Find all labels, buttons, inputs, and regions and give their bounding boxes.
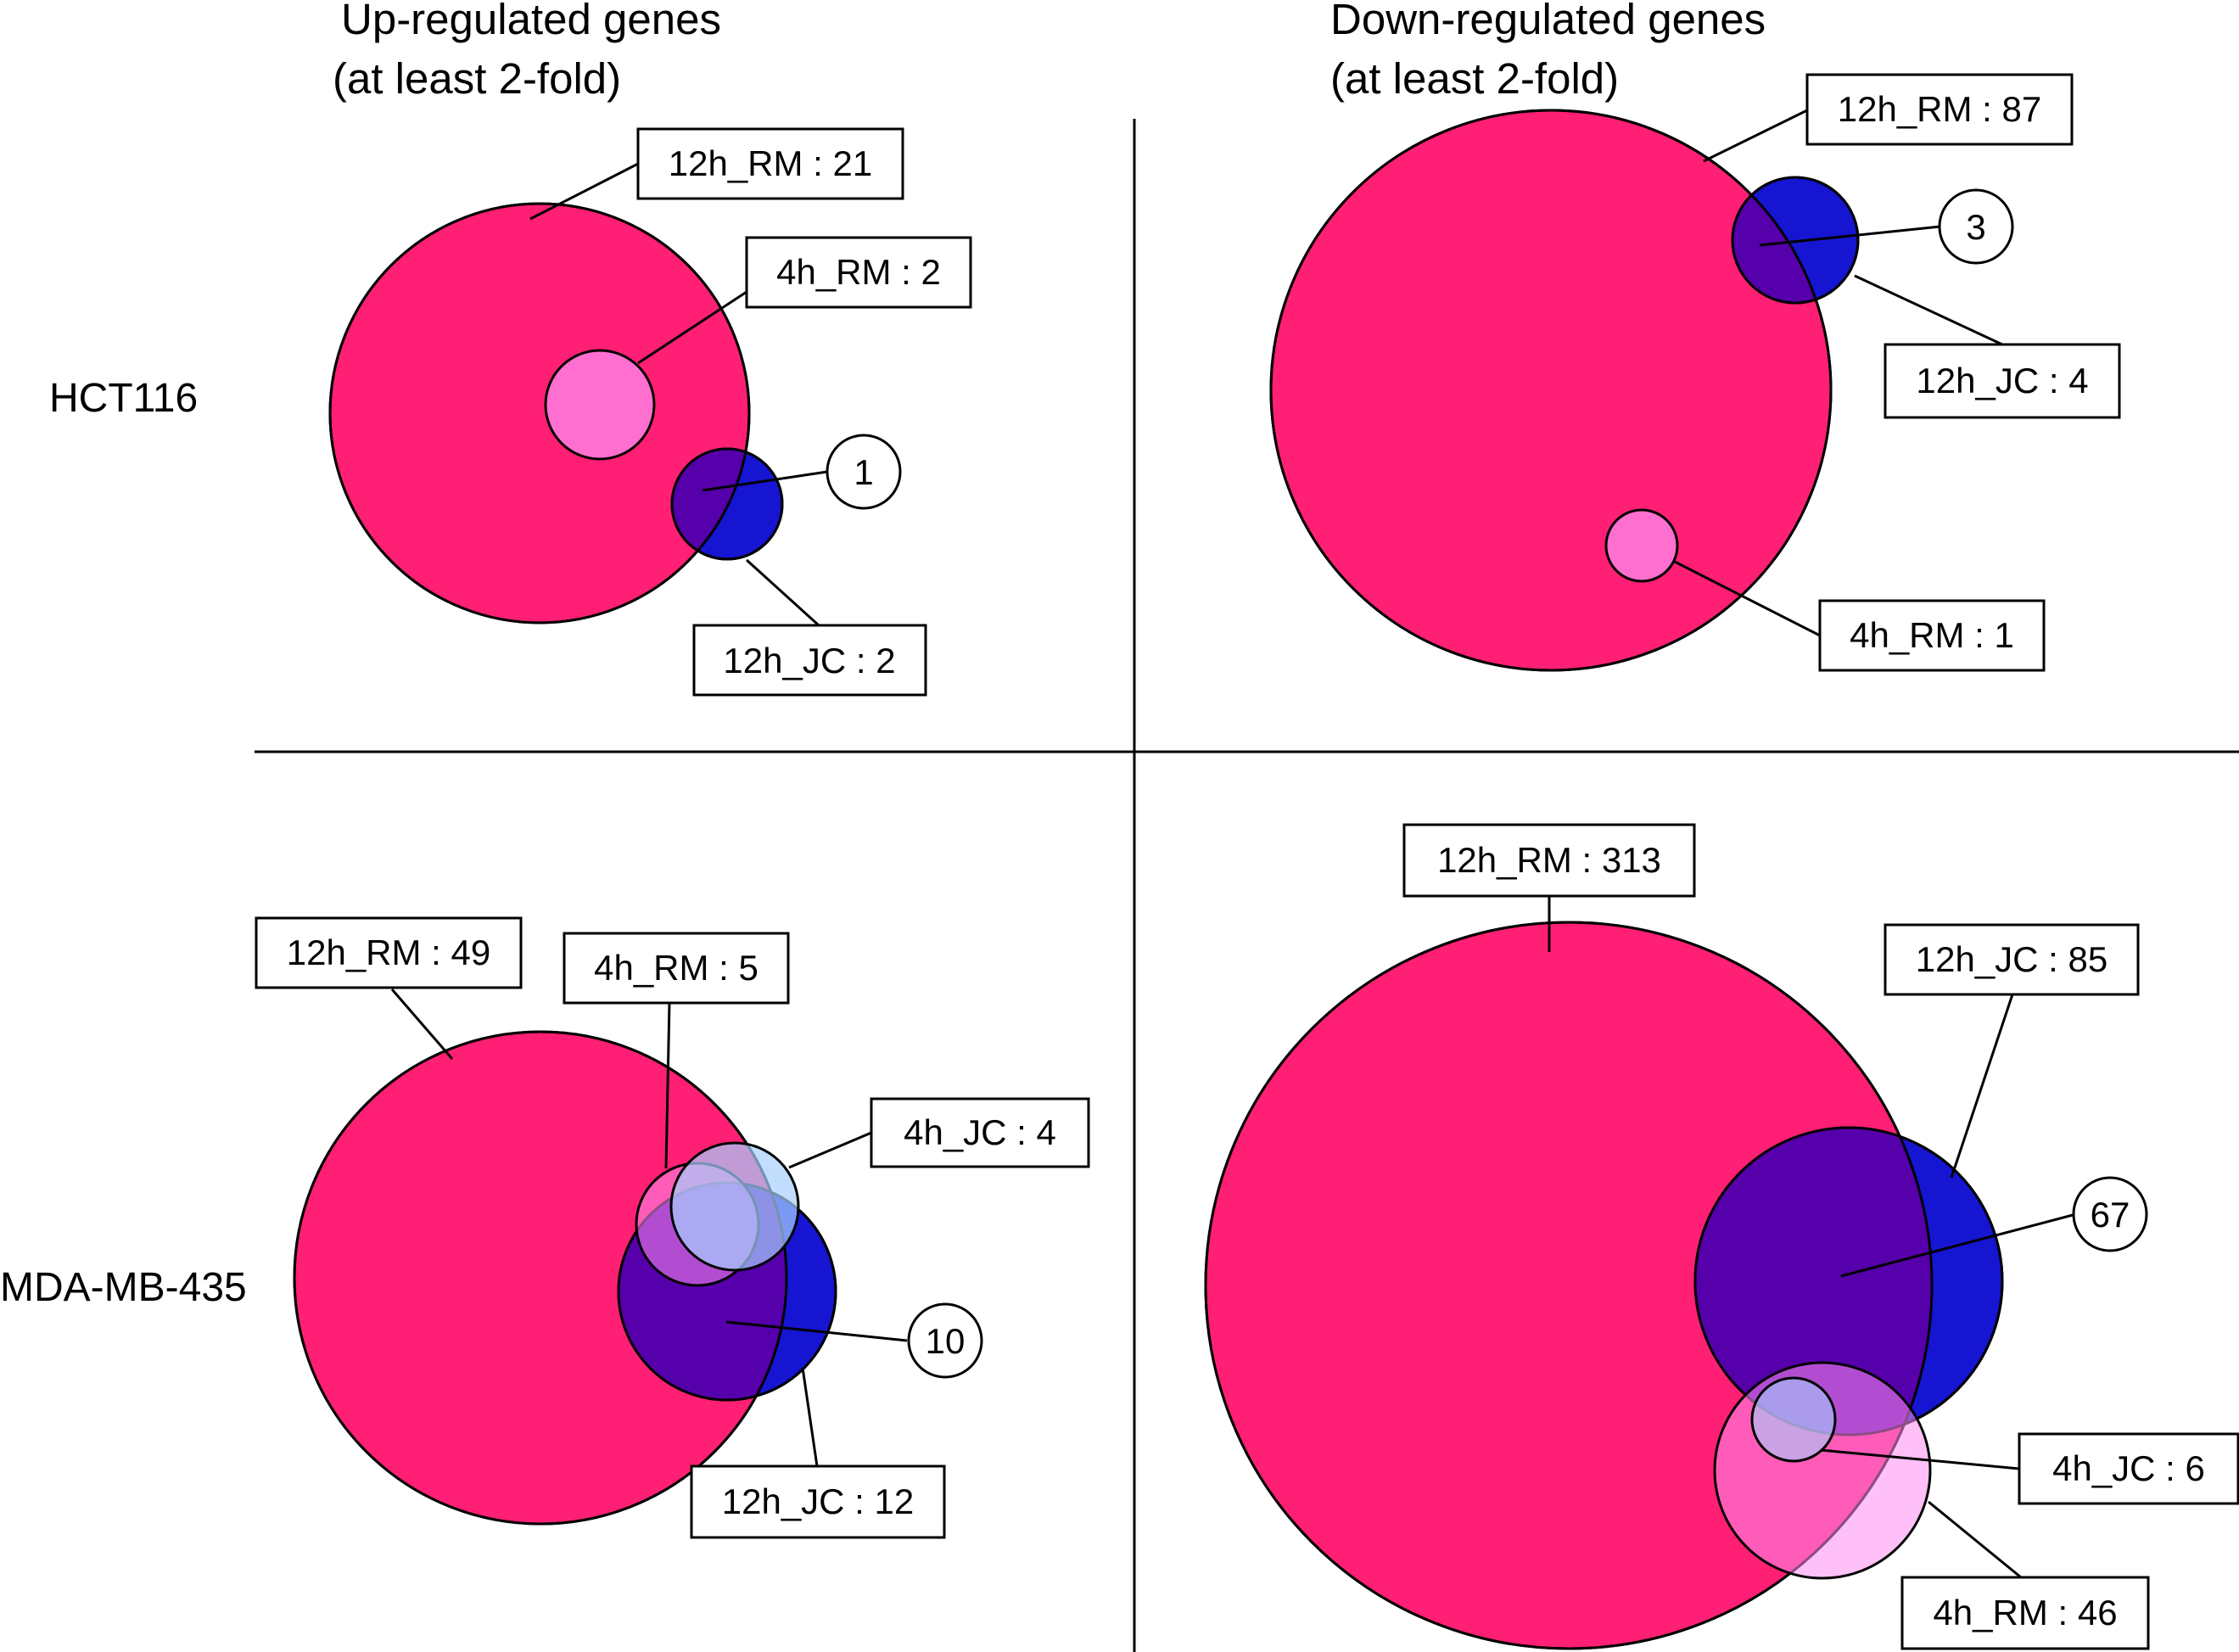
label-box-4h-jc (870, 1097, 1090, 1168)
label-box-12h-rm (636, 127, 904, 200)
panel-mda-up: 12h_RM : 49 4h_RM : 5 4h_JC : 4 10 12h_J… (255, 916, 1090, 1539)
label-box-4h-rm (1818, 599, 2046, 672)
label-12h-jc: 12h_JC : 85 (1916, 939, 2108, 979)
overlap-count: 1 (854, 452, 873, 492)
label-box-4h-jc (2018, 1432, 2239, 1505)
label-box-4h-rm (745, 236, 972, 309)
label-4h-rm: 4h_RM : 5 (594, 948, 758, 988)
row-label-mda-mb-435: MDA-MB-435 (0, 1265, 247, 1310)
panel-hct116-down: 12h_RM : 87 3 12h_JC : 4 4h_RM : 1 (1269, 73, 2121, 672)
up-header-line1: Up-regulated genes (341, 0, 721, 43)
circle-4h-rm (1604, 508, 1679, 583)
overlap-count: 67 (2091, 1195, 2130, 1235)
panel-hct116-up: 12h_RM : 21 4h_RM : 2 1 12h_JC : 2 (328, 127, 972, 697)
overlap-count: 3 (1966, 207, 1985, 247)
label-box-12h-jc (690, 1464, 946, 1539)
label-box-4h-rm (1900, 1576, 2150, 1650)
label-box-12h-rm (1402, 823, 1696, 898)
label-12h-jc: 12h_JC : 4 (1916, 361, 2088, 400)
label-4h-rm: 4h_RM : 46 (1933, 1593, 2117, 1632)
label-12h-rm: 12h_RM : 49 (287, 932, 490, 972)
down-header-line2: (at least 2-fold) (1330, 54, 1619, 103)
label-4h-rm: 4h_RM : 1 (1850, 615, 2014, 655)
circle-12h-rm (1269, 109, 1833, 672)
overlap-count-bubble (826, 434, 902, 510)
label-box-4h-rm (563, 932, 790, 1005)
circle-4h-rm (544, 349, 656, 461)
label-box-12h-jc (1884, 923, 2140, 996)
overlap-count: 10 (926, 1321, 966, 1361)
label-box-12h-jc (692, 624, 927, 697)
label-4h-rm: 4h_RM : 2 (776, 252, 941, 292)
label-12h-rm: 12h_RM : 313 (1437, 840, 1661, 880)
label-box-12h-rm (255, 916, 523, 989)
overlap-count-bubble (2072, 1176, 2148, 1252)
panel-mda-down: 12h_RM : 313 12h_JC : 85 67 4h_JC : 6 4h… (1204, 823, 2239, 1650)
label-4h-jc: 4h_JC : 6 (2052, 1448, 2205, 1488)
down-header-line1: Down-regulated genes (1330, 0, 1766, 43)
label-12h-jc: 12h_JC : 2 (723, 641, 895, 680)
label-12h-rm: 12h_RM : 87 (1838, 89, 2041, 129)
label-12h-jc: 12h_JC : 12 (722, 1481, 915, 1521)
row-label-hct116: HCT116 (49, 376, 198, 421)
overlap-count-bubble (907, 1302, 983, 1379)
overlap-count-bubble (1938, 188, 2014, 265)
label-12h-rm: 12h_RM : 21 (669, 143, 872, 183)
up-header-line2: (at least 2-fold) (333, 54, 621, 103)
label-box-12h-jc (1884, 343, 2121, 419)
circle-4h-jc (1750, 1376, 1837, 1463)
label-box-12h-rm (1805, 73, 2074, 146)
circle-4h-jc (669, 1141, 800, 1272)
label-4h-jc: 4h_JC : 4 (904, 1112, 1056, 1152)
circle-12h-rm (328, 202, 751, 624)
